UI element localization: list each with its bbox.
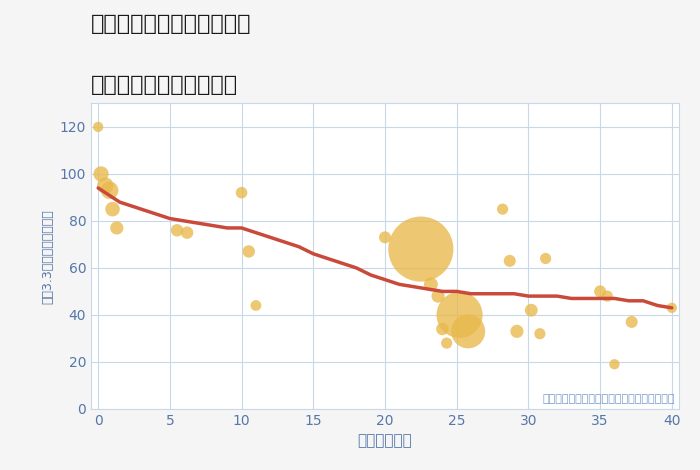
Text: 築年数別中古戸建て価格: 築年数別中古戸建て価格	[91, 75, 238, 95]
Point	[107, 205, 118, 213]
Point	[540, 255, 551, 262]
Point	[92, 123, 104, 131]
Point	[99, 182, 111, 189]
Point	[415, 245, 426, 253]
Point	[454, 311, 466, 319]
Point	[594, 288, 606, 295]
Point	[426, 281, 437, 288]
Point	[379, 234, 391, 241]
Point	[441, 339, 452, 347]
X-axis label: 築年数（年）: 築年数（年）	[358, 433, 412, 448]
Point	[251, 302, 262, 309]
Point	[504, 257, 515, 265]
Text: 円の大きさは、取引のあった物件面積を示す: 円の大きさは、取引のあった物件面積を示す	[542, 394, 675, 404]
Point	[666, 304, 678, 312]
Point	[463, 328, 474, 335]
Point	[433, 292, 444, 300]
Point	[437, 325, 448, 333]
Point	[526, 306, 537, 314]
Point	[172, 227, 183, 234]
Point	[104, 187, 116, 194]
Point	[609, 360, 620, 368]
Point	[111, 224, 122, 232]
Point	[602, 292, 613, 300]
Point	[243, 248, 254, 255]
Point	[626, 318, 637, 326]
Point	[534, 330, 545, 337]
Y-axis label: 坪（3.3㎡）単価（万円）: 坪（3.3㎡）単価（万円）	[41, 209, 54, 304]
Text: 神奈川県横須賀市須軽谷の: 神奈川県横須賀市須軽谷の	[91, 14, 251, 34]
Point	[497, 205, 508, 213]
Point	[511, 328, 522, 335]
Point	[236, 189, 247, 196]
Point	[95, 170, 106, 178]
Point	[181, 229, 193, 236]
